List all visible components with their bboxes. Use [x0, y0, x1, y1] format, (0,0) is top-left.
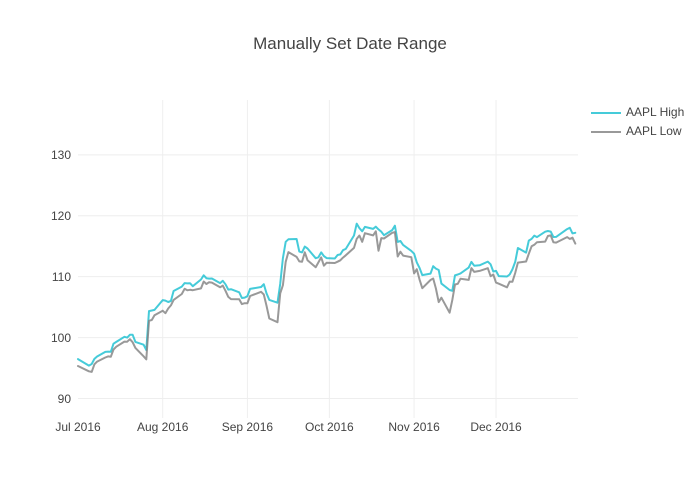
- x-tick-label: Jul 2016: [55, 420, 101, 434]
- legend-item-aapl-low[interactable]: AAPL Low: [591, 124, 684, 139]
- y-tick-label: 90: [57, 391, 71, 406]
- y-tick-label: 110: [51, 269, 71, 284]
- legend-label-aapl-high: AAPL High: [626, 105, 685, 119]
- legend: AAPL High AAPL Low: [591, 105, 684, 139]
- y-tick-label: 100: [50, 330, 71, 345]
- chart-title: Manually Set Date Range: [253, 34, 447, 53]
- x-tick-label: Aug 2016: [136, 420, 189, 434]
- y-tick-label: 120: [50, 208, 71, 223]
- x-tick-label: Dec 2016: [470, 420, 522, 434]
- series-line-aapl-high[interactable]: [77, 222, 577, 367]
- legend-line-swatch-high: [591, 111, 621, 114]
- y-tick-label: 130: [50, 147, 71, 162]
- x-tick-label: Sep 2016: [221, 420, 274, 434]
- legend-label-aapl-low: AAPL Low: [626, 124, 682, 138]
- legend-line-swatch-low: [591, 130, 621, 133]
- x-tick-label: Nov 2016: [388, 420, 440, 434]
- x-tick-label: Oct 2016: [305, 420, 354, 434]
- series-line-aapl-low[interactable]: [77, 230, 577, 373]
- legend-item-aapl-high[interactable]: AAPL High: [591, 105, 684, 120]
